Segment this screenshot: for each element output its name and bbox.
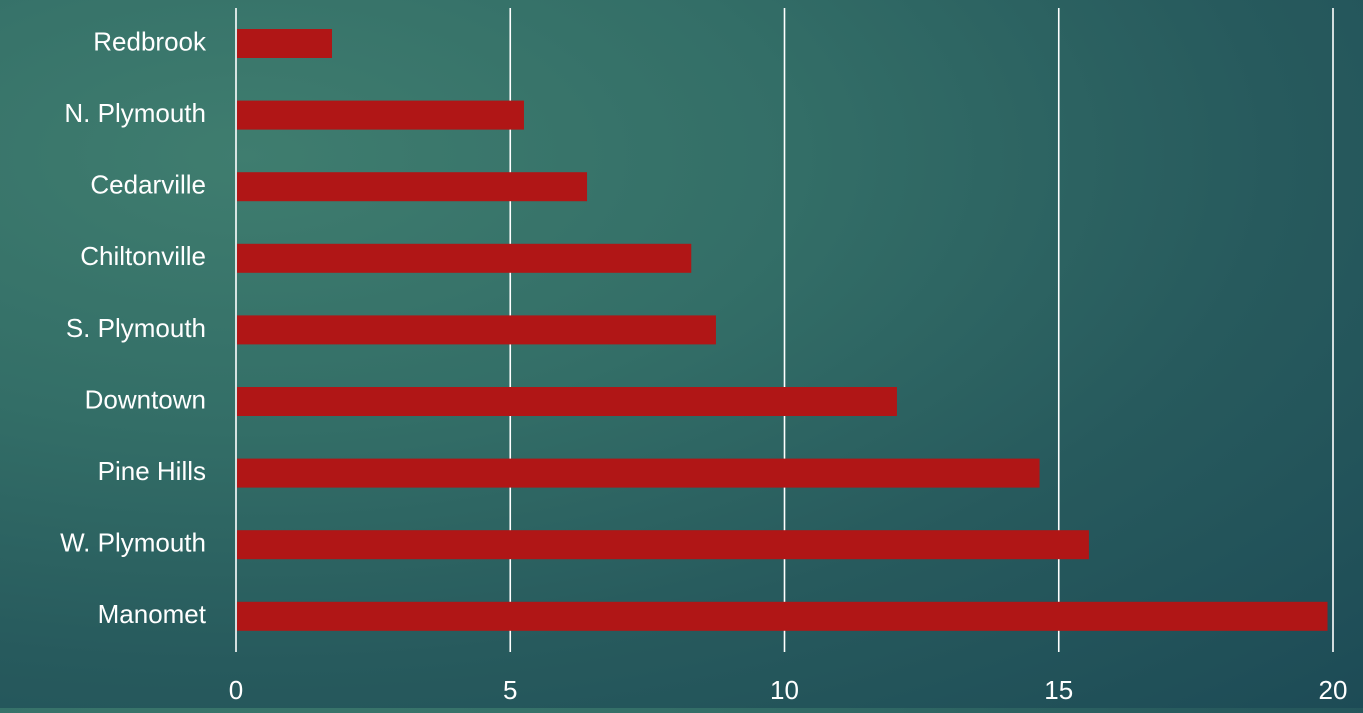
bar-n-plymouth <box>237 100 524 130</box>
bar-downtown <box>237 387 897 416</box>
category-label: Manomet <box>98 599 207 629</box>
x-tick-label: 0 <box>229 675 243 705</box>
bar-chiltonville <box>237 243 692 273</box>
x-tick-label: 15 <box>1044 675 1073 705</box>
x-tick-label: 10 <box>770 675 799 705</box>
category-label: Cedarville <box>90 170 206 200</box>
bar-cedarville <box>237 172 588 202</box>
category-label: N. Plymouth <box>64 98 206 128</box>
x-tick-label: 5 <box>503 675 517 705</box>
bar-w-plymouth <box>237 530 1089 560</box>
category-label: W. Plymouth <box>60 528 206 558</box>
bar-manomet <box>237 601 1328 631</box>
bar-redbrook <box>237 29 332 58</box>
category-label: Redbrook <box>93 26 207 56</box>
category-label: Pine Hills <box>98 456 206 486</box>
x-tick-labels: 0 5 10 15 20 <box>229 675 1348 705</box>
category-labels: Redbrook N. Plymouth Cedarville Chiltonvill… <box>60 26 207 629</box>
bars <box>237 29 1328 631</box>
category-label: Chiltonville <box>80 241 206 271</box>
bar-pine-hills <box>237 458 1040 488</box>
category-label: Downtown <box>85 384 206 414</box>
x-tick-label: 20 <box>1319 675 1348 705</box>
bar-s-plymouth <box>237 315 716 345</box>
category-label: S. Plymouth <box>66 313 206 343</box>
